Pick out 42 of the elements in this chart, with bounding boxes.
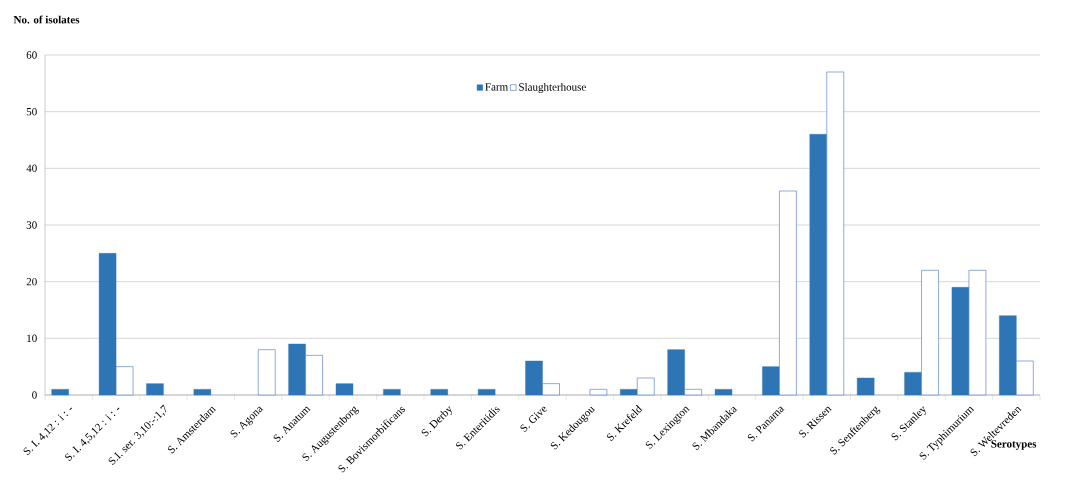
bar [51,389,69,396]
bar [779,190,797,396]
bar [383,389,401,396]
bar [525,360,543,396]
bar [620,389,638,396]
bar [951,287,970,396]
bar [542,383,560,396]
bar [826,71,845,396]
y-axis-title: No. of isolates [13,15,80,24]
bar [809,134,827,396]
y-tick-label: 0 [32,391,37,399]
bar [968,270,987,396]
y-tick-label: 30 [26,221,37,229]
bar [1016,360,1034,396]
bar [193,389,212,396]
y-tick-label: 60 [26,51,37,59]
bar [115,366,134,396]
bar [430,389,448,396]
bar [714,389,733,396]
y-tick-label: 10 [27,334,37,343]
x-tick-label: S. Give [520,406,548,433]
bar [636,377,655,396]
bar [684,389,702,396]
bar [999,315,1017,396]
bar [146,383,164,396]
bar [477,389,496,396]
y-tick-label: 20 [26,277,37,286]
bar [305,355,323,396]
bar [904,372,922,396]
y-tick-label: 40 [26,164,37,173]
bar [921,270,939,396]
bar [856,377,875,396]
bar [335,383,354,396]
bar [98,253,117,396]
bar [257,349,276,396]
bar [667,349,685,396]
bar [589,389,608,396]
legend-label: Farm [485,83,508,91]
bar [288,343,306,396]
bar [762,366,780,396]
y-tick-label: 50 [26,107,37,116]
legend-label: Slaughterhouse [519,83,586,93]
